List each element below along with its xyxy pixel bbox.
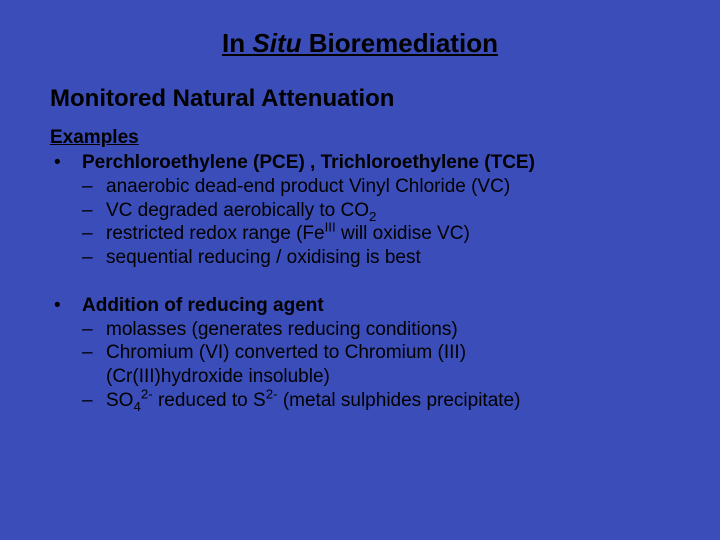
bullet-level2: – sequential reducing / oxidising is bes…	[50, 246, 670, 270]
bullet-text: restricted redox range (FeIII will oxidi…	[106, 222, 670, 246]
superscript: 2-	[141, 386, 153, 401]
bullet-text: (Cr(III)hydroxide insoluble)	[106, 365, 670, 389]
subscript: 4	[133, 399, 140, 414]
bullet-text: Perchloroethylene (PCE) , Trichloroethyl…	[82, 151, 670, 175]
title-pre: In	[222, 28, 252, 58]
bullet-text: sequential reducing / oxidising is best	[106, 246, 670, 270]
text-post: (metal sulphides precipitate)	[278, 390, 521, 411]
bullet-level2: – anaerobic dead-end product Vinyl Chlor…	[50, 175, 670, 199]
bullet-level1: • Addition of reducing agent	[50, 294, 670, 318]
title-post: Bioremediation	[301, 28, 497, 58]
dash-mark: –	[82, 341, 106, 365]
slide-subtitle: Monitored Natural Attenuation	[50, 85, 670, 113]
bullet-text: anaerobic dead-end product Vinyl Chlorid…	[106, 175, 670, 199]
slide-title: In Situ Bioremediation	[50, 28, 670, 59]
dash-mark: –	[82, 389, 106, 413]
text-pre: restricted redox range (Fe	[106, 223, 325, 244]
superscript: III	[325, 220, 336, 235]
block-2: • Addition of reducing agent – molasses …	[50, 294, 670, 413]
examples-label: Examples	[50, 127, 670, 149]
text-post: will oxidise VC)	[336, 223, 470, 244]
text-pre: SO	[106, 390, 133, 411]
bullet-continuation: (Cr(III)hydroxide insoluble)	[50, 365, 670, 389]
title-situ: Situ	[252, 28, 301, 58]
bullet-mark: •	[50, 294, 82, 318]
dash-mark: –	[82, 175, 106, 199]
dash-mark: –	[82, 222, 106, 246]
spacer	[50, 270, 670, 294]
dash-mark: –	[82, 318, 106, 342]
text-mid: reduced to S	[153, 390, 266, 411]
bullet-text: Chromium (VI) converted to Chromium (III…	[106, 341, 670, 365]
subscript: 2	[369, 208, 376, 223]
bullet-level2: – SO42- reduced to S2- (metal sulphides …	[50, 389, 670, 413]
bullet-level2: – restricted redox range (FeIII will oxi…	[50, 222, 670, 246]
block-1: • Perchloroethylene (PCE) , Trichloroeth…	[50, 151, 670, 270]
bullet-level1: • Perchloroethylene (PCE) , Trichloroeth…	[50, 151, 670, 175]
slide: In Situ Bioremediation Monitored Natural…	[0, 0, 720, 540]
bullet-level2: – Chromium (VI) converted to Chromium (I…	[50, 341, 670, 365]
bullet-text: Addition of reducing agent	[82, 294, 670, 318]
bullet-level2: – VC degraded aerobically to CO2	[50, 199, 670, 223]
text-pre: VC degraded aerobically to CO	[106, 200, 369, 221]
bullet-text: molasses (generates reducing conditions)	[106, 318, 670, 342]
dash-mark: –	[82, 246, 106, 270]
superscript: 2-	[266, 386, 278, 401]
dash-mark: –	[82, 199, 106, 223]
bullet-text: SO42- reduced to S2- (metal sulphides pr…	[106, 389, 670, 413]
bullet-mark: •	[50, 151, 82, 175]
bullet-level2: – molasses (generates reducing condition…	[50, 318, 670, 342]
bullet-text: VC degraded aerobically to CO2	[106, 199, 670, 223]
